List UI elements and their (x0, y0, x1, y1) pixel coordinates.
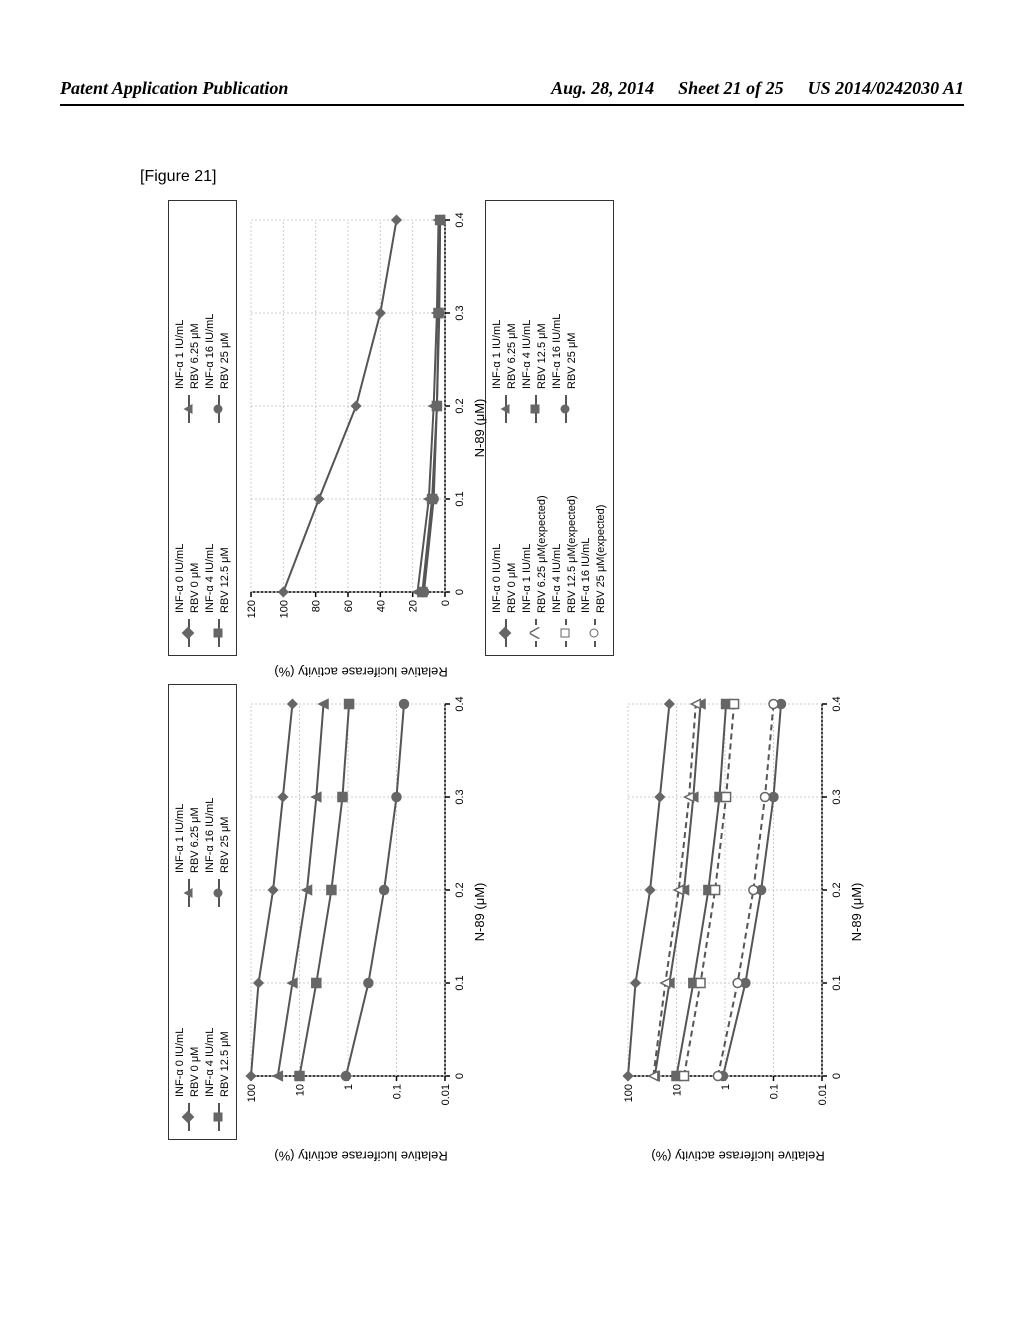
svg-text:60: 60 (343, 600, 355, 612)
header-right: Aug. 28, 2014 Sheet 21 of 25 US 2014/024… (551, 78, 964, 99)
header-sheet: Sheet 21 of 25 (678, 78, 784, 99)
chart-bottom-left: Relative luciferase activity (%) 00.10.2… (618, 684, 858, 1140)
svg-text:100: 100 (279, 600, 291, 618)
svg-text:40: 40 (376, 600, 388, 612)
legend-item: INF-α 1 IU/mLRBV 6.25 μM (173, 209, 203, 423)
svg-text:80: 80 (311, 600, 323, 612)
legend-item: INF-α 16 IU/mLRBV 25 μM (203, 209, 233, 423)
svg-text:0.2: 0.2 (831, 882, 843, 897)
svg-text:120: 120 (246, 600, 258, 618)
legend-item: INF-α 1 IU/mLRBV 6.25 μM(expected) (520, 433, 550, 647)
legend-item: INF-α 1 IU/mLRBV 6.25 μM (490, 209, 520, 423)
svg-text:0.4: 0.4 (831, 696, 843, 711)
svg-text:0.4: 0.4 (454, 212, 466, 227)
legend-item: INF-α 0 IU/mLRBV 0 μM (173, 433, 203, 647)
svg-text:20: 20 (408, 600, 420, 612)
svg-text:0.4: 0.4 (454, 696, 466, 711)
legend-top-left: INF-α 0 IU/mLRBV 0 μM INF-α 1 IU/mLRBV 6.… (168, 684, 237, 1140)
xlabel-bl: N-89 (μM) (849, 883, 864, 942)
svg-text:0.1: 0.1 (831, 975, 843, 990)
xlabel-tr: N-89 (μM) (472, 399, 487, 458)
svg-text:0: 0 (440, 600, 452, 606)
svg-text:0.1: 0.1 (392, 1084, 404, 1099)
legend-item: INF-α 16 IU/mLRBV 25 μM(expected) (579, 433, 609, 647)
ylabel-tl: Relative luciferase activity (%) (275, 1149, 448, 1164)
figure-area: INF-α 0 IU/mLRBV 0 μMINF-α 1 IU/mLRBV 6.… (23, 345, 963, 995)
svg-text:10: 10 (672, 1084, 684, 1096)
svg-text:10: 10 (295, 1084, 307, 1096)
chart-top-right: Relative luciferase activity (%) 00.10.2… (241, 200, 481, 656)
ylabel-bl: Relative luciferase activity (%) (651, 1149, 824, 1164)
header-rule (60, 104, 964, 106)
svg-text:0.2: 0.2 (454, 398, 466, 413)
legend-item: INF-α 4 IU/mLRBV 12.5 μM (203, 433, 233, 647)
svg-text:100: 100 (623, 1084, 635, 1102)
svg-text:0.3: 0.3 (831, 789, 843, 804)
legend-item: INF-α 16 IU/mLRBV 25 μM (550, 209, 580, 423)
page-header: Patent Application Publication Aug. 28, … (0, 78, 1024, 99)
legend-item: INF-α 1 IU/mLRBV 6.25 μM (173, 693, 203, 907)
legend-bottom: INF-α 0 IU/mLRBV 0 μMINF-α 1 IU/mLRBV 6.… (485, 200, 614, 656)
svg-text:100: 100 (246, 1084, 258, 1102)
svg-text:0: 0 (831, 1073, 843, 1079)
legend-item: INF-α 4 IU/mLRBV 12.5 μM (203, 917, 233, 1131)
svg-text:0: 0 (454, 589, 466, 595)
chart-top-left: Relative luciferase activity (%) 00.10.2… (241, 684, 481, 1140)
legend-item: INF-α 16 IU/mLRBV 25 μM (203, 693, 233, 907)
svg-text:0.2: 0.2 (454, 882, 466, 897)
svg-text:0: 0 (454, 1073, 466, 1079)
legend-top-right: INF-α 0 IU/mLRBV 0 μM INF-α 1 IU/mLRBV 6.… (168, 200, 237, 656)
svg-text:0.3: 0.3 (454, 305, 466, 320)
header-date: Aug. 28, 2014 (551, 78, 654, 99)
svg-text:1: 1 (720, 1084, 732, 1090)
svg-text:0.1: 0.1 (454, 975, 466, 990)
legend-item: INF-α 0 IU/mLRBV 0 μM (173, 917, 203, 1131)
svg-text:0.3: 0.3 (454, 789, 466, 804)
legend-item: INF-α 4 IU/mLRBV 12.5 μM (520, 209, 550, 423)
legend-item: INF-α 4 IU/mLRBV 12.5 μM(expected) (550, 433, 580, 647)
ylabel-tr: Relative luciferase activity (%) (275, 665, 448, 680)
svg-text:0.01: 0.01 (440, 1084, 452, 1105)
header-docnum: US 2014/0242030 A1 (808, 78, 964, 99)
figure-label: [Figure 21] (140, 168, 216, 186)
legend-item: INF-α 0 IU/mLRBV 0 μM (490, 433, 520, 647)
svg-text:0.01: 0.01 (817, 1084, 829, 1105)
svg-text:0.1: 0.1 (454, 491, 466, 506)
xlabel-tl: N-89 (μM) (472, 883, 487, 942)
header-left: Patent Application Publication (60, 78, 288, 99)
svg-text:0.1: 0.1 (769, 1084, 781, 1099)
svg-text:1: 1 (343, 1084, 355, 1090)
